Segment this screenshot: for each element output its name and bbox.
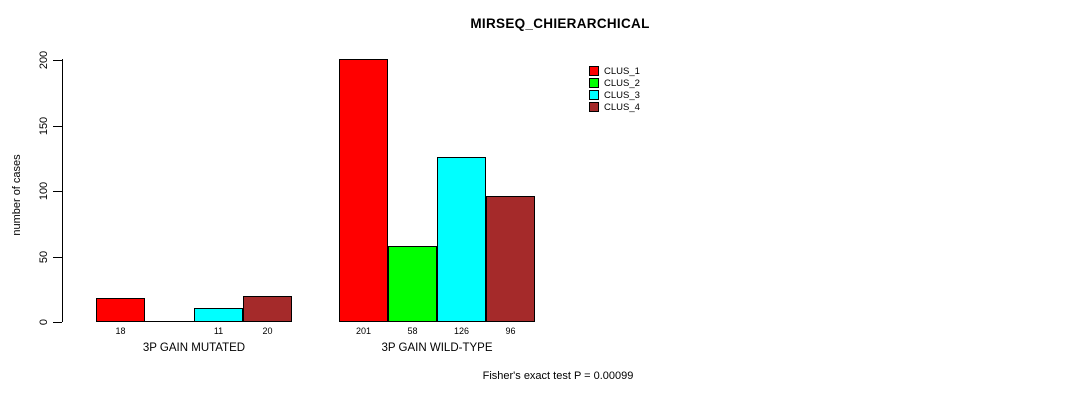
legend-row: CLUS_4 — [589, 101, 640, 113]
y-tick-mark — [53, 257, 62, 258]
legend-row: CLUS_3 — [589, 89, 640, 101]
legend-row: CLUS_1 — [589, 65, 640, 77]
bar-value-label: 201 — [355, 326, 372, 336]
y-tick-mark — [53, 60, 62, 61]
y-tick-label: 150 — [38, 116, 50, 136]
legend-row: CLUS_2 — [589, 77, 640, 89]
bar-value-label: 58 — [407, 326, 418, 336]
y-tick-label: 200 — [38, 50, 50, 70]
legend-label: CLUS_1 — [604, 65, 640, 77]
bar-value-label: 20 — [262, 326, 273, 336]
y-tick-mark — [53, 191, 62, 192]
bar-clus_3-group2 — [437, 157, 486, 322]
bar-value-label: 11 — [213, 326, 224, 336]
legend-label: CLUS_4 — [604, 101, 640, 113]
legend-swatch-icon — [589, 78, 599, 88]
legend-label: CLUS_3 — [604, 89, 640, 101]
y-axis-label: number of cases — [11, 154, 23, 236]
y-tick-label: 100 — [38, 181, 50, 201]
legend: CLUS_1 CLUS_2 CLUS_3 CLUS_4 — [589, 65, 640, 113]
bar-value-label: 96 — [505, 326, 516, 336]
bar-value-label: 18 — [115, 326, 126, 336]
bar-clus_1-group2 — [339, 59, 388, 322]
legend-label: CLUS_2 — [604, 77, 640, 89]
bar-clus_1-group1 — [96, 298, 145, 322]
bar-clus_2-group1 — [145, 321, 194, 322]
bar-value-label: 126 — [453, 326, 470, 336]
bar-clus_3-group1 — [194, 308, 243, 322]
bar-clus_4-group1 — [243, 296, 292, 322]
y-tick-label: 0 — [38, 318, 50, 326]
y-axis-line — [62, 59, 63, 322]
y-tick-label: 50 — [38, 250, 50, 264]
bar-clus_2-group2 — [388, 246, 437, 322]
bar-clus_4-group2 — [486, 196, 535, 322]
y-tick-mark — [53, 322, 62, 323]
legend-swatch-icon — [589, 66, 599, 76]
legend-swatch-icon — [589, 102, 599, 112]
legend-swatch-icon — [589, 90, 599, 100]
group-label: 3P GAIN WILD-TYPE — [381, 342, 493, 354]
chart-title: MIRSEQ_CHIERARCHICAL — [470, 16, 650, 31]
stat-test-caption: Fisher's exact test P = 0.00099 — [482, 370, 634, 382]
y-tick-mark — [53, 126, 62, 127]
group-label: 3P GAIN MUTATED — [142, 342, 246, 354]
